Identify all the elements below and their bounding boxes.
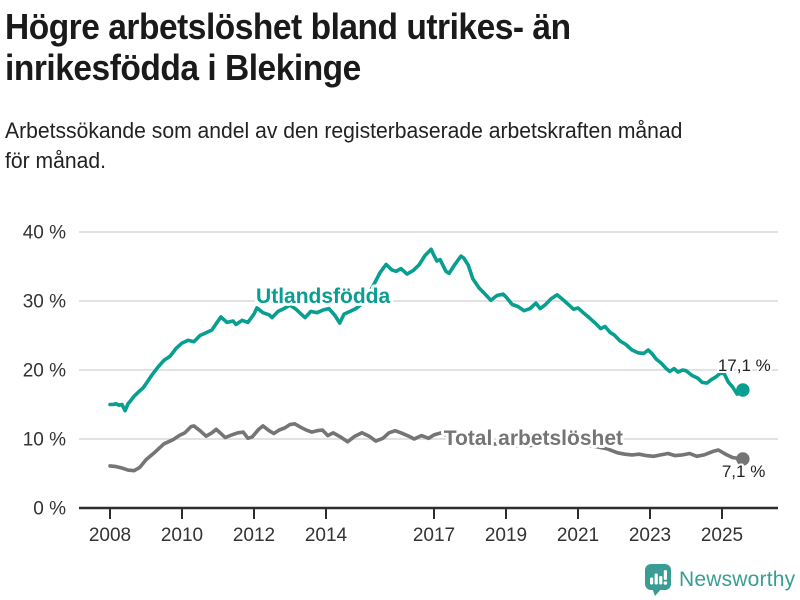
x-tick-label-2008: 2008 bbox=[89, 525, 131, 546]
series-label-0: Utlandsfödda bbox=[256, 285, 390, 308]
x-tick-label-2025: 2025 bbox=[701, 525, 743, 546]
series-line-0 bbox=[108, 247, 745, 413]
y-tick-label-20: 20 % bbox=[23, 361, 66, 382]
x-tick-label-2010: 2010 bbox=[161, 525, 203, 546]
x-tick-label-2017: 2017 bbox=[413, 525, 455, 546]
x-tick-label-2023: 2023 bbox=[629, 525, 671, 546]
x-tick-label-2021: 2021 bbox=[557, 525, 599, 546]
y-tick-label-40: 40 % bbox=[23, 223, 66, 244]
series-end-value-0: 17,1 % bbox=[718, 356, 771, 375]
x-tick-label-2019: 2019 bbox=[485, 525, 527, 546]
series-end-value-1: 7,1 % bbox=[722, 462, 765, 481]
x-tick-label-2012: 2012 bbox=[233, 525, 275, 546]
title-line-1: Högre arbetslöshet bland utrikes- än bbox=[5, 6, 571, 47]
series-end-dot-0 bbox=[736, 383, 750, 397]
series-end-dot-1 bbox=[736, 452, 750, 466]
subtitle-line-1: Arbetssökande som andel av den registerb… bbox=[5, 118, 683, 143]
subtitle-line-2: för månad. bbox=[5, 148, 106, 173]
page-title: Högre arbetslöshet bland utrikes- än inr… bbox=[5, 6, 730, 88]
series-label-1: Total arbetslöshet bbox=[444, 427, 623, 450]
chart-subtitle: Arbetssökande som andel av den registerb… bbox=[5, 116, 768, 176]
y-tick-label-30: 30 % bbox=[23, 292, 66, 313]
newsworthy-bubble-chart-icon bbox=[645, 564, 671, 596]
series-line-1 bbox=[108, 421, 745, 473]
y-tick-label-10: 10 % bbox=[23, 430, 66, 451]
y-tick-label-0: 0 % bbox=[33, 499, 66, 520]
newsworthy-logo: Newsworthy bbox=[644, 562, 796, 598]
x-tick-label-2014: 2014 bbox=[305, 525, 348, 546]
title-line-2: inrikesfödda i Blekinge bbox=[5, 47, 361, 88]
newsworthy-wordmark: Newsworthy bbox=[679, 568, 796, 591]
